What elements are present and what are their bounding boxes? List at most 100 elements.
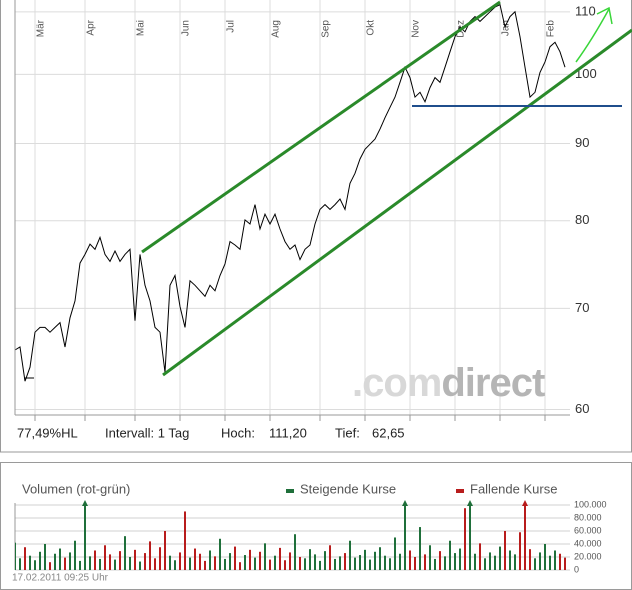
volume-bar xyxy=(84,503,86,570)
volume-bar xyxy=(389,558,391,570)
volume-bar xyxy=(534,558,536,570)
price-line xyxy=(14,3,566,382)
volume-bar xyxy=(434,558,436,570)
volume-bar xyxy=(74,540,76,570)
volume-bar xyxy=(279,547,281,570)
volume-bar xyxy=(39,551,41,570)
volume-bar xyxy=(154,558,156,570)
volume-title: Volumen (rot-grün) xyxy=(22,481,130,496)
overflow-arrow xyxy=(522,500,528,506)
volume-bar xyxy=(274,555,276,570)
volume-bar xyxy=(339,556,341,570)
volume-bar xyxy=(59,548,61,570)
volume-bar xyxy=(499,546,501,570)
upper-channel xyxy=(141,0,501,254)
volume-bar xyxy=(114,559,116,570)
y-tick-label: 110 xyxy=(575,3,596,18)
volume-bar xyxy=(294,534,296,570)
volume-bar xyxy=(394,537,396,570)
volume-bar xyxy=(329,545,331,570)
volume-bar xyxy=(119,551,121,570)
volume-bar xyxy=(519,532,521,570)
volume-bar xyxy=(244,555,246,570)
volume-bar xyxy=(509,550,511,570)
y-tick-label: 20.000 xyxy=(574,551,602,561)
volume-bar xyxy=(249,549,251,570)
legend-label: Fallende Kurse xyxy=(470,481,557,496)
volume-bar xyxy=(469,503,471,570)
y-tick-label: 40.000 xyxy=(574,538,602,548)
volume-bar xyxy=(414,556,416,570)
volume-bar xyxy=(304,558,306,570)
volume-bar xyxy=(409,550,411,570)
x-tick-label: Mär xyxy=(36,19,47,37)
volume-bar xyxy=(24,547,26,570)
y-tick-label: 60 xyxy=(575,401,589,416)
y-tick-label: 80.000 xyxy=(574,512,602,522)
volume-bar xyxy=(189,557,191,570)
volume-bar xyxy=(344,553,346,570)
volume-bar xyxy=(254,557,256,570)
timestamp: 17.02.2011 09:25 Uhr xyxy=(12,573,109,584)
stat: 111,20 xyxy=(269,425,307,440)
volume-bar xyxy=(379,547,381,570)
legend-swatch xyxy=(456,489,464,493)
volume-bar xyxy=(324,551,326,570)
volume-bar xyxy=(449,540,451,570)
volume-bar xyxy=(539,552,541,570)
volume-bar xyxy=(179,552,181,570)
volume-bar xyxy=(454,553,456,570)
volume-bar xyxy=(134,549,136,570)
volume-bar xyxy=(259,551,261,570)
volume-bar xyxy=(149,541,151,570)
volume-bar xyxy=(34,560,36,570)
x-tick-label: Mai xyxy=(136,20,147,36)
volume-bar xyxy=(209,550,211,570)
volume-bar xyxy=(69,552,71,570)
x-tick-label: Nov xyxy=(411,20,422,38)
volume-bar xyxy=(104,545,106,570)
volume-bar xyxy=(559,553,561,570)
x-tick-label: Jun xyxy=(181,20,192,36)
volume-bar xyxy=(264,543,266,570)
volume-bar xyxy=(94,550,96,570)
arrow xyxy=(575,8,610,63)
watermark: .comdirect xyxy=(352,361,545,405)
volume-bar xyxy=(549,555,551,570)
volume-bar xyxy=(444,556,446,570)
volume-bar xyxy=(459,548,461,570)
volume-bar xyxy=(54,553,56,570)
volume-bar xyxy=(484,558,486,570)
legend-label: Steigende Kurse xyxy=(300,481,396,496)
volume-bar xyxy=(204,560,206,570)
volume-bar xyxy=(284,560,286,570)
volume-bar xyxy=(524,503,526,570)
overflow-arrow xyxy=(402,500,408,506)
volume-bar xyxy=(184,511,186,570)
x-tick-label: Jan xyxy=(501,20,512,36)
volume-bar xyxy=(479,543,481,570)
stat: Hoch: xyxy=(221,425,255,440)
volume-bar xyxy=(319,560,321,570)
x-tick-label: Feb xyxy=(546,20,557,38)
volume-bar xyxy=(64,557,66,570)
volume-bar xyxy=(384,555,386,570)
volume-bar xyxy=(369,559,371,570)
volume-bar xyxy=(399,553,401,570)
stat: 77,49%HL xyxy=(17,425,78,440)
volume-bar xyxy=(544,543,546,570)
volume-bar xyxy=(514,554,516,570)
volume-bar xyxy=(29,555,31,570)
volume-bar xyxy=(474,553,476,570)
watermark-part: direct xyxy=(441,361,545,405)
legend-swatch xyxy=(286,489,294,493)
volume-bar xyxy=(89,556,91,570)
y-tick-label: 80 xyxy=(575,212,589,227)
volume-bar xyxy=(229,553,231,570)
volume-bar xyxy=(164,530,166,570)
volume-bar xyxy=(489,552,491,570)
volume-bar xyxy=(289,552,291,570)
volume-bar xyxy=(234,546,236,570)
volume-bar xyxy=(564,557,566,570)
